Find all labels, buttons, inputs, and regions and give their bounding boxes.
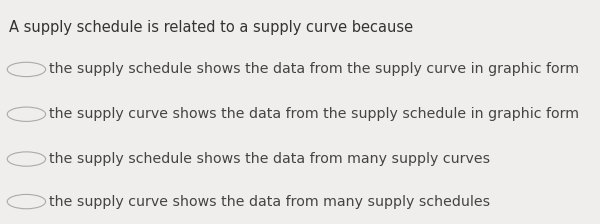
Circle shape: [7, 194, 46, 209]
Text: A supply schedule is related to a supply curve because: A supply schedule is related to a supply…: [9, 20, 413, 35]
Circle shape: [7, 107, 46, 121]
Text: the supply curve shows the data from many supply schedules: the supply curve shows the data from man…: [49, 195, 490, 209]
Text: the supply schedule shows the data from many supply curves: the supply schedule shows the data from …: [49, 152, 490, 166]
Circle shape: [7, 62, 46, 77]
Circle shape: [7, 152, 46, 166]
Text: the supply schedule shows the data from the supply curve in graphic form: the supply schedule shows the data from …: [49, 62, 579, 76]
Text: the supply curve shows the data from the supply schedule in graphic form: the supply curve shows the data from the…: [49, 107, 579, 121]
